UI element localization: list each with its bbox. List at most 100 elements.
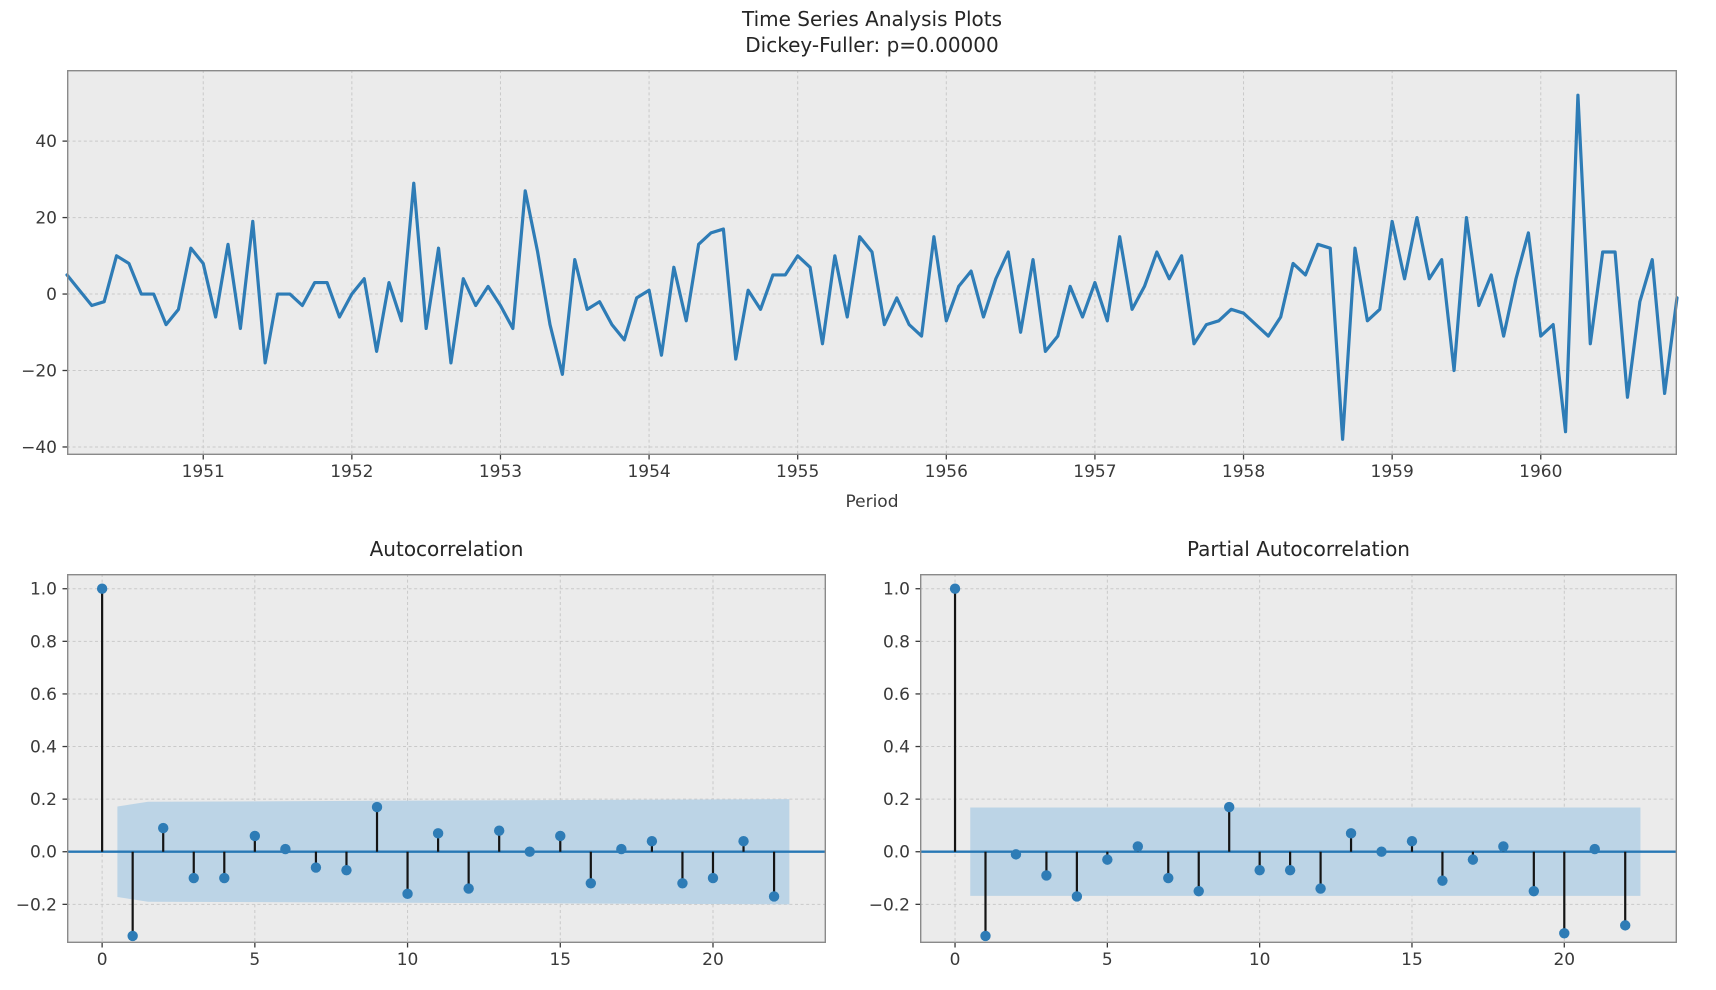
acf-marker <box>96 583 108 594</box>
figure-title-line1: Time Series Analysis Plots <box>741 7 1003 31</box>
acf-marker <box>555 830 566 842</box>
acf-marker <box>127 930 138 942</box>
x-tick-label: 1959 <box>1371 462 1414 482</box>
x-tick-label: 1952 <box>330 462 373 482</box>
y-tick-label: −40 <box>21 438 57 458</box>
acf-marker <box>402 888 413 900</box>
pacf-marker <box>1041 870 1052 881</box>
x-tick-label: 20 <box>1553 950 1575 970</box>
x-tick-label: 1957 <box>1073 462 1116 482</box>
pacf-marker <box>1437 875 1448 886</box>
x-tick-label: 1954 <box>627 462 670 482</box>
pacf-marker <box>949 583 961 594</box>
x-tick-label: 15 <box>1401 950 1423 970</box>
pacf-marker <box>1102 854 1113 865</box>
pacf-marker <box>1071 891 1083 902</box>
acf-marker <box>432 828 444 839</box>
pacf-marker <box>1345 828 1357 839</box>
acf-title: Autocorrelation <box>369 537 524 561</box>
x-tick-label: 1958 <box>1222 462 1265 482</box>
pacf-marker <box>1498 841 1509 852</box>
timeseries-plot: 1951 1952 1953 1954 1955 1956 1957 1958 1959 1960… <box>21 69 1679 482</box>
pacf-marker <box>1406 836 1418 847</box>
acf-marker <box>158 822 169 834</box>
pacf-marker <box>1284 864 1296 876</box>
pacf-marker <box>1589 843 1600 855</box>
x-tick-label: 5 <box>1102 950 1113 970</box>
y-tick-label: −20 <box>21 362 57 382</box>
pacf-spines <box>919 573 1677 944</box>
y-tick-label: 0.4 <box>30 738 57 758</box>
y-tick-label: 0.8 <box>883 632 910 652</box>
x-tick-label: 15 <box>549 950 571 970</box>
y-tick-label: 1.0 <box>883 580 910 600</box>
pacf-marker <box>1620 920 1631 931</box>
pacf-marker <box>1559 928 1570 939</box>
acf-marker <box>677 878 688 889</box>
acf-marker <box>646 836 658 847</box>
pacf-marker <box>1467 854 1479 865</box>
acf-marker <box>341 864 352 876</box>
pacf-marker <box>1010 849 1022 860</box>
x-tick-label: 0 <box>97 950 108 970</box>
pacf-marker <box>1193 885 1204 897</box>
y-tick-label: 0.2 <box>30 790 57 810</box>
y-tick-label: 20 <box>35 209 57 229</box>
acf-marker <box>219 872 230 884</box>
y-tick-label: 1.0 <box>30 580 57 600</box>
y-tick-label: 0.6 <box>30 685 57 705</box>
acf-marker <box>707 872 719 884</box>
acf-marker <box>188 872 199 884</box>
acf-marker <box>493 825 505 836</box>
y-tick-label: 0.2 <box>883 790 910 810</box>
acf-marker <box>616 843 627 855</box>
y-tick-label: 0.6 <box>883 685 910 705</box>
x-tick-label: 10 <box>397 950 419 970</box>
differenced-time-series-background <box>67 70 1677 455</box>
x-tick-label: 5 <box>249 950 260 970</box>
pacf-marker <box>1163 872 1174 884</box>
acf-marker <box>585 878 597 889</box>
time-series-line <box>65 93 1679 441</box>
figure-title: Time Series Analysis Plots Dickey-Fuller… <box>67 6 1677 58</box>
pacf-marker <box>980 930 991 942</box>
x-tick-label: 0 <box>950 950 961 970</box>
pacf-marker <box>1254 864 1265 876</box>
y-tick-label: 0.4 <box>883 738 910 758</box>
y-tick-label: 40 <box>35 132 57 152</box>
pacf-marker <box>1223 801 1235 813</box>
acf-spines <box>66 573 826 944</box>
acf-marker <box>463 883 474 894</box>
y-tick-label: −0.2 <box>869 895 910 915</box>
figure-title-line2: Dickey-Fuller: p=0.00000 <box>745 33 999 57</box>
pacf-marker <box>1528 885 1540 897</box>
x-tick-label: 10 <box>1249 950 1271 970</box>
acf-marker <box>249 830 261 842</box>
pacf-marker <box>1315 883 1326 894</box>
pacf-marker <box>1376 846 1387 857</box>
differenced-time-series-spines <box>66 69 1677 456</box>
acf-marker <box>280 843 291 855</box>
acf-marker <box>371 801 383 813</box>
acf-marker <box>768 891 780 902</box>
pacf-marker <box>1132 841 1144 852</box>
x-tick-label: 1960 <box>1519 462 1562 482</box>
x-tick-label: 1956 <box>925 462 968 482</box>
y-tick-label: 0.0 <box>883 843 910 863</box>
pacf-title: Partial Autocorrelation <box>1187 537 1410 561</box>
y-tick-label: 0.8 <box>30 632 57 652</box>
acf-marker <box>310 862 322 873</box>
acf-marker <box>738 836 749 847</box>
y-tick-label: 0.0 <box>30 843 57 863</box>
y-tick-label: 0 <box>46 285 57 305</box>
acf-plot: 0 5 10 15 20 1.0 0.8 0.6 0.4 0.2 0.0 −0.2 <box>16 573 826 970</box>
x-tick-label: 1951 <box>182 462 225 482</box>
x-tick-label: 1953 <box>479 462 522 482</box>
acf-marker <box>524 846 535 857</box>
x-tick-label: 1955 <box>776 462 819 482</box>
timeseries-xlabel: Period <box>845 492 899 512</box>
y-tick-label: −0.2 <box>16 895 57 915</box>
pacf-plot: 0 5 10 15 20 1.0 0.8 0.6 0.4 0.2 0.0 −0.2 <box>869 573 1677 970</box>
x-tick-label: 20 <box>702 950 724 970</box>
